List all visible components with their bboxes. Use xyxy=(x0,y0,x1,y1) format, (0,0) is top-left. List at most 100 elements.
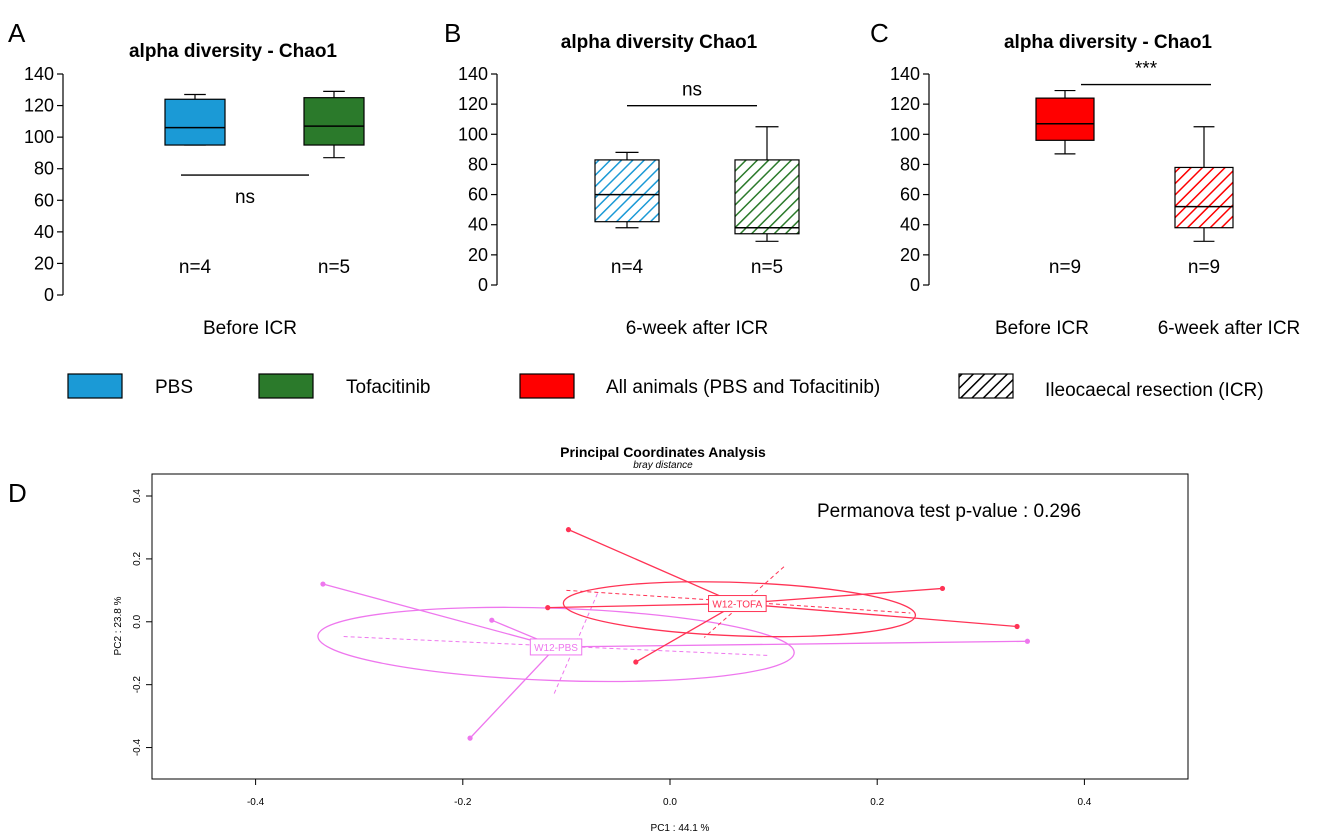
pcoa-title: Principal Coordinates Analysis xyxy=(560,444,766,460)
pcoa-centroid-label-w12-tofa: W12-TOFA xyxy=(712,600,762,611)
panel-b-title: alpha diversity Chao1 xyxy=(561,32,758,53)
panel-c-n-label: n=9 xyxy=(1049,257,1081,278)
panel-a-y-tick-label: 40 xyxy=(34,222,54,242)
panel-a-box xyxy=(164,98,226,146)
legend-swatch-icr xyxy=(958,373,1014,399)
panel-c-y-tick-label: 0 xyxy=(910,275,920,295)
panel-b-box xyxy=(734,159,800,235)
pcoa-point-w12-pbs xyxy=(467,735,473,741)
pcoa-x-tick-label: 0.2 xyxy=(870,797,884,808)
panel-c-y-tick-label: 100 xyxy=(890,124,920,144)
panel-c-title: alpha diversity - Chao1 xyxy=(1004,32,1212,53)
panel-a-y-tick-label: 0 xyxy=(44,285,54,305)
legend-label-icr: Ileocaecal resection (ICR) xyxy=(1045,380,1264,401)
panel-letter-d: D xyxy=(8,478,27,508)
pcoa-y-tick-label: -0.2 xyxy=(132,676,143,694)
panel-a-box xyxy=(303,97,365,146)
panel-b-y-tick-label: 40 xyxy=(468,215,488,235)
panel-a-n-label: n=4 xyxy=(179,257,212,278)
pcoa-point-w12-tofa xyxy=(633,659,639,665)
panel-a-y-tick-label: 60 xyxy=(34,190,54,210)
pcoa-x-axis-label: PC1 : 44.1 % xyxy=(651,823,710,834)
pcoa-subtitle: bray distance xyxy=(633,460,693,471)
pcoa-point-w12-pbs xyxy=(489,617,495,623)
legend-item-all-animals: All animals (PBS and Tofacitinib) xyxy=(519,373,880,399)
panel-a-y-tick-label: 80 xyxy=(34,159,54,179)
panel-b-y-tick-label: 120 xyxy=(458,94,488,114)
pcoa-panel: Principal Coordinates Analysis bray dist… xyxy=(113,444,1189,834)
pcoa-point-w12-pbs xyxy=(1024,638,1031,644)
legend-swatch-all-animals xyxy=(519,373,575,399)
legend-item-icr: Ileocaecal resection (ICR) xyxy=(958,373,1264,401)
panel-c-x-axis-label: 6-week after ICR xyxy=(1158,318,1301,339)
boxplot-panel-c: alpha diversity - Chao1 0 20 40 60 80 100 120 14… xyxy=(890,32,1300,339)
pcoa-spider-line-w12-pbs xyxy=(556,640,1028,648)
panel-c-y-tick-label: 80 xyxy=(900,154,920,174)
pcoa-y-tick-label: 0.0 xyxy=(132,614,143,628)
boxplot-panel-a: alpha diversity - Chao1 0 20 40 60 80 100 120 14… xyxy=(24,41,365,339)
pcoa-y-tick-label: 0.4 xyxy=(132,489,143,503)
panel-letter-c: C xyxy=(870,18,889,48)
pcoa-centroid-box-w12-pbs xyxy=(529,638,583,656)
panel-b-y-tick-label: 100 xyxy=(458,124,488,144)
pcoa-ellipse-w12-pbs xyxy=(317,606,795,683)
panel-c-y-tick-label: 20 xyxy=(900,245,920,265)
pcoa-ellipse-axis-w12-tofa xyxy=(703,566,785,638)
panel-c-y-tick-label: 140 xyxy=(890,64,920,84)
panel-c-y-tick-label: 60 xyxy=(900,185,920,205)
legend-item-tofacitinib: Tofacitinib xyxy=(258,373,431,399)
panel-b-y-tick-label: 0 xyxy=(478,275,488,295)
pcoa-spider-line-w12-pbs xyxy=(469,646,557,739)
panel-b-significance-label: ns xyxy=(682,80,702,101)
pcoa-ellipse-axis-w12-tofa xyxy=(566,589,911,614)
panel-b-box xyxy=(594,159,660,223)
pcoa-spider-line-w12-tofa xyxy=(547,602,738,609)
panel-b-y-tick-label: 60 xyxy=(468,185,488,205)
pcoa-group-w12-pbs: W12-PBS xyxy=(317,581,1031,741)
panel-c-box xyxy=(1174,166,1234,229)
legend-swatch-pbs xyxy=(67,373,123,399)
pcoa-spider-line-w12-tofa xyxy=(568,529,738,605)
pcoa-centroid-box-w12-tofa xyxy=(708,595,767,613)
panel-letter-a: A xyxy=(8,18,26,48)
panel-a-y-tick-label: 140 xyxy=(24,64,54,84)
pcoa-x-axis: -0.4 -0.2 0.0 0.2 0.4 xyxy=(247,779,1092,808)
pcoa-ellipse-w12-tofa xyxy=(562,581,917,638)
panel-c-x-axis-label: Before ICR xyxy=(995,318,1089,339)
panel-a-y-tick-label: 100 xyxy=(24,127,54,147)
pcoa-permanova-annotation: Permanova test p-value : 0.296 xyxy=(817,501,1081,522)
pcoa-y-axis: -0.4 -0.2 0.0 0.2 0.4 xyxy=(132,489,152,756)
panel-c-n-label: n=9 xyxy=(1188,257,1220,278)
panel-a-significance-label: ns xyxy=(235,187,255,208)
panel-b-y-tick-label: 80 xyxy=(468,154,488,174)
boxplot-panel-b: alpha diversity Chao1 0 20 40 60 80 100 120 140 n… xyxy=(458,32,800,339)
legend-swatch-tofacitinib xyxy=(258,373,314,399)
legend: PBS Tofacitinib All animals (PBS and Tof… xyxy=(67,373,1264,401)
panel-a-y-tick-label: 20 xyxy=(34,253,54,273)
pcoa-spider-line-w12-tofa xyxy=(635,602,738,663)
panel-b-y-tick-label: 20 xyxy=(468,245,488,265)
legend-item-pbs: PBS xyxy=(67,373,193,399)
pcoa-x-tick-label: -0.2 xyxy=(454,797,472,808)
pcoa-x-tick-label: 0.0 xyxy=(663,797,677,808)
legend-label-tofacitinib: Tofacitinib xyxy=(346,377,431,398)
panel-b-n-label: n=4 xyxy=(611,257,644,278)
pcoa-spider-line-w12-tofa xyxy=(737,602,1018,628)
panel-b-x-axis-label: 6-week after ICR xyxy=(626,318,769,339)
pcoa-ellipse-axis-w12-pbs xyxy=(553,593,598,695)
pcoa-groups: W12-PBS W12-TOFA xyxy=(317,527,1031,741)
panel-c-y-tick-label: 120 xyxy=(890,94,920,114)
pcoa-point-w12-tofa xyxy=(939,585,946,592)
legend-label-all-animals: All animals (PBS and Tofacitinib) xyxy=(606,377,880,398)
pcoa-group-w12-tofa: W12-TOFA xyxy=(545,527,1020,665)
legend-label-pbs: PBS xyxy=(155,377,193,398)
panel-c-box xyxy=(1035,97,1095,141)
pcoa-point-w12-tofa xyxy=(545,605,551,611)
pcoa-y-tick-label: 0.2 xyxy=(132,552,143,566)
pcoa-spider-line-w12-pbs xyxy=(322,583,557,648)
panel-c-y-tick-label: 40 xyxy=(900,215,920,235)
pcoa-point-w12-pbs xyxy=(320,581,326,587)
panel-b-y-tick-label: 140 xyxy=(458,64,488,84)
pcoa-point-w12-tofa xyxy=(565,527,572,533)
